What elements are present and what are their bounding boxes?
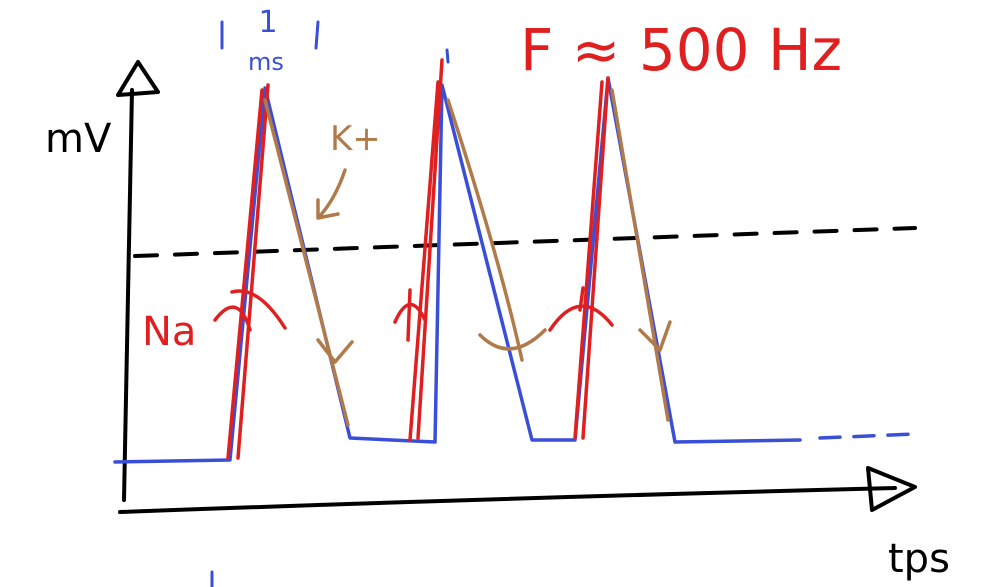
- potential-trace-continued: [818, 432, 917, 440]
- potassium-arrows: [316, 168, 672, 364]
- repolarisation: [263, 88, 670, 427]
- y-axis-label: mV: [45, 116, 112, 162]
- duration-value: 1: [258, 5, 277, 40]
- y-axis-arrow: [116, 60, 160, 97]
- frequency-label: F ≈ 500 Hz: [520, 16, 842, 84]
- x-axis-label: tps: [888, 536, 950, 582]
- x-axis: [118, 486, 897, 514]
- potassium-label: K+: [330, 119, 381, 159]
- y-axis: [122, 88, 134, 502]
- sodium-label: Na: [142, 309, 196, 355]
- sodium-arrows: [213, 286, 614, 342]
- duration-ticks: [210, 20, 450, 587]
- x-axis-arrow: [866, 466, 917, 512]
- duration-unit: ms: [248, 48, 284, 76]
- threshold-line: [133, 226, 917, 258]
- depolarisation: [226, 58, 610, 460]
